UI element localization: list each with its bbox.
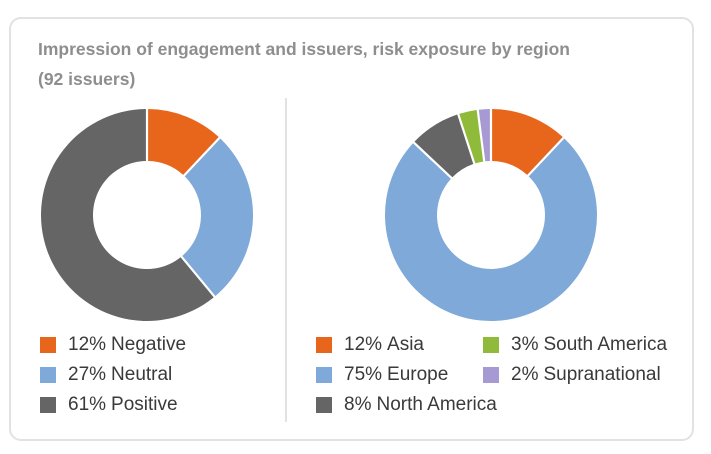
donut-slice-north-america: [414, 114, 474, 178]
legend-label-north-america: North America: [376, 394, 497, 415]
legend-label-supranational: Supranational: [543, 364, 661, 385]
legend-swatch-supranational: [483, 367, 499, 383]
legend-swatch-asia: [316, 337, 332, 353]
donut-slice-neutral: [182, 138, 253, 296]
legend-label-negative: Negative: [111, 334, 187, 355]
donut-slice-south-america: [459, 109, 484, 164]
legend-label-neutral: Neutral: [111, 364, 173, 385]
legend-label-south-america: South America: [543, 334, 668, 355]
legend-pct-europe: 75%: [344, 364, 383, 385]
legend-swatch-positive: [40, 397, 56, 413]
donut-slice-positive: [41, 109, 214, 321]
legend-item-supranational: 2% Supranational: [483, 364, 661, 386]
chart-title: Impression of engagement and issuers, ri…: [38, 34, 678, 94]
legend-pct-north-america: 8%: [344, 394, 372, 415]
legend-item-south-america: 3% South America: [483, 334, 667, 356]
region-donut-chart: [385, 109, 597, 321]
legend-pct-asia: 12%: [344, 334, 383, 355]
legend-swatch-europe: [316, 367, 332, 383]
engagement-donut-chart: [41, 109, 253, 321]
legend-item-europe: 75% Europe: [316, 364, 448, 386]
donut-slice-asia: [492, 109, 563, 175]
chart-title-line-1: Impression of engagement and issuers, ri…: [38, 39, 570, 59]
legend-label-europe: Europe: [387, 364, 449, 385]
legend-swatch-neutral: [40, 367, 56, 383]
donut-slice-negative: [148, 109, 219, 175]
legend-item-positive: 61% Positive: [40, 394, 178, 416]
legend-pct-negative: 12%: [68, 334, 107, 355]
legend-pct-supranational: 2%: [511, 364, 539, 385]
chart-divider: [285, 98, 287, 422]
legend-item-neutral: 27% Neutral: [40, 364, 172, 386]
legend-swatch-north-america: [316, 397, 332, 413]
donut-slice-supranational: [478, 109, 490, 162]
legend-swatch-negative: [40, 337, 56, 353]
legend-label-asia: Asia: [387, 334, 424, 355]
legend-item-negative: 12% Negative: [40, 334, 186, 356]
donut-slice-europe: [385, 138, 597, 321]
legend-item-asia: 12% Asia: [316, 334, 424, 356]
chart-title-line-2: (92 issuers): [38, 69, 136, 89]
legend-swatch-south-america: [483, 337, 499, 353]
legend-pct-neutral: 27%: [68, 364, 107, 385]
legend-pct-positive: 61%: [68, 394, 107, 415]
legend-item-north-america: 8% North America: [316, 394, 497, 416]
legend-pct-south-america: 3%: [511, 334, 539, 355]
legend-label-positive: Positive: [111, 394, 178, 415]
